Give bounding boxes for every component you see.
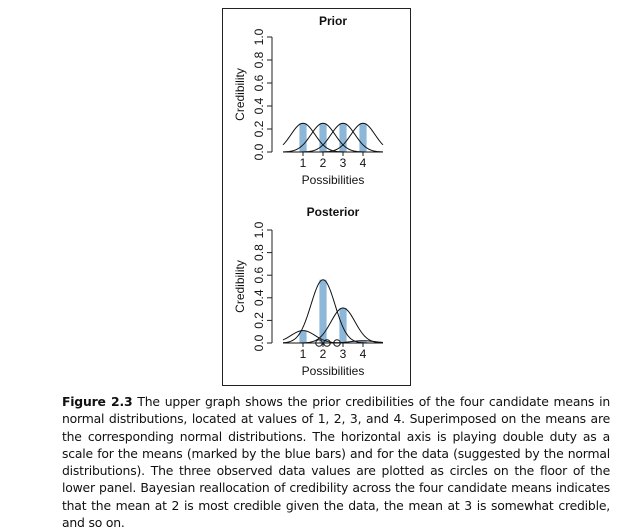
- normal-curve: [282, 279, 383, 344]
- y-axis-label: Credibility: [233, 68, 247, 121]
- y-tick-label: 1.0: [252, 221, 266, 238]
- y-tick-label: 1.0: [252, 28, 266, 45]
- x-tick-label: 3: [340, 156, 347, 170]
- normal-curve: [283, 340, 384, 344]
- x-tick-label: 2: [320, 347, 327, 361]
- bar: [359, 123, 367, 152]
- x-tick-label: 3: [340, 347, 347, 361]
- caption-label: Figure 2.3: [62, 394, 133, 409]
- chart-title: Prior: [319, 14, 347, 28]
- caption: Figure 2.3 The upper graph shows the pri…: [62, 393, 610, 531]
- bar: [339, 123, 347, 152]
- bar: [319, 123, 327, 152]
- figure-frame: [222, 8, 411, 386]
- normal-curve: [282, 122, 383, 153]
- x-tick-label: 2: [320, 156, 327, 170]
- bar: [299, 330, 307, 343]
- data-point: [315, 339, 323, 347]
- bar: [359, 340, 367, 343]
- y-tick-label: 0.8: [252, 51, 266, 68]
- y-tick-label: 0.6: [252, 74, 266, 91]
- y-tick-label: 0.4: [252, 97, 266, 114]
- y-tick-label: 0.6: [252, 267, 266, 284]
- chart-title: Posterior: [307, 205, 360, 219]
- y-tick-label: 0.2: [252, 120, 266, 137]
- x-axis-label: Possibilities: [302, 173, 365, 187]
- normal-curve: [283, 122, 384, 153]
- caption-text: The upper graph shows the prior credibil…: [62, 394, 610, 531]
- bar: [299, 123, 307, 152]
- data-point: [333, 339, 341, 347]
- page: {"chart_data": [ {"type": "bar", "title"…: [62, 8, 611, 531]
- y-axis-label: Credibility: [233, 260, 247, 313]
- bar: [339, 307, 347, 343]
- x-tick-label: 1: [300, 347, 307, 361]
- x-tick-label: 1: [300, 156, 307, 170]
- data-point: [323, 339, 331, 347]
- normal-curve: [282, 122, 383, 153]
- x-tick-label: 4: [360, 156, 367, 170]
- y-tick-label: 0.4: [252, 289, 266, 306]
- normal-curve: [283, 122, 384, 153]
- y-tick-label: 0.2: [252, 312, 266, 329]
- y-tick-label: 0.8: [252, 244, 266, 261]
- x-axis-label: Possibilities: [302, 364, 365, 378]
- x-tick-label: 4: [360, 347, 367, 361]
- bar: [319, 279, 327, 343]
- y-tick-label: 0.0: [252, 143, 266, 160]
- normal-curve: [283, 307, 384, 344]
- y-tick-label: 0.0: [252, 334, 266, 351]
